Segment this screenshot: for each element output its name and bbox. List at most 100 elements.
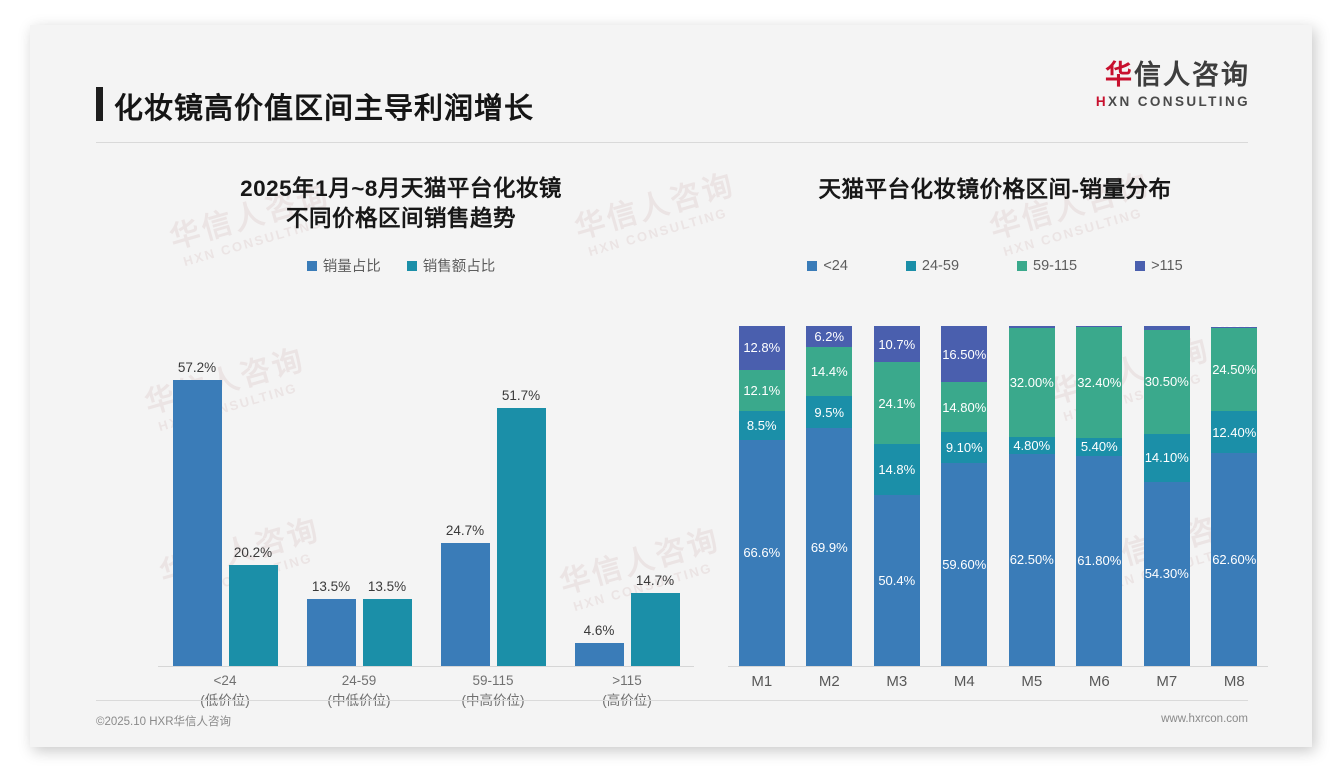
footer-copyright: ©2025.10 HXR华信人咨询 bbox=[96, 716, 232, 728]
stack-segment-label: 6.2% bbox=[814, 329, 845, 345]
bar-value-label: 13.5% bbox=[367, 578, 407, 594]
stack-segment[interactable]: 8.5% bbox=[738, 410, 785, 440]
stack-segment-label: 8.5% bbox=[746, 417, 777, 433]
legend-item[interactable]: 59-115 bbox=[1017, 258, 1077, 274]
stacked-bar[interactable]: 10.7% 24.1% 14.8% 50.4% bbox=[873, 326, 920, 666]
legend-swatch-icon bbox=[406, 260, 417, 271]
stack-segment-label: 14.10% bbox=[1144, 450, 1189, 466]
stack-segment-label: 54.30% bbox=[1144, 566, 1189, 582]
bar[interactable]: 20.2% bbox=[228, 545, 278, 666]
stack-segment[interactable]: 14.80% bbox=[941, 382, 988, 433]
left-chart-panel: 2025年1月~8月天猫平台化妆镜 不同价格区间销售趋势 销量占比 销售额占比 5… bbox=[96, 151, 706, 711]
stacked-bar[interactable]: 12.8% 12.1% 8.5% 66.6% bbox=[738, 326, 785, 666]
stacked-bar[interactable]: 0.60% 32.00% 4.80% 62.50% bbox=[1008, 326, 1055, 666]
stack-segment[interactable]: 9.10% bbox=[941, 432, 988, 464]
stack-segment[interactable]: 6.2% bbox=[806, 326, 853, 348]
bar[interactable]: 4.6% bbox=[574, 623, 624, 666]
x-axis-label: <24 (低价位) bbox=[158, 667, 292, 711]
logo-en-rest: XN CONSULTING bbox=[1108, 93, 1250, 109]
x-axis-label: M1 bbox=[751, 673, 773, 690]
stacked-bar-column: 10.7% 24.1% 14.8% 50.4% bbox=[863, 326, 931, 666]
stack-segment[interactable]: 9.5% bbox=[806, 396, 853, 429]
stack-segment[interactable]: 66.6% bbox=[738, 439, 785, 666]
legend-label: 销售额占比 bbox=[422, 259, 496, 276]
stack-segment-label: 62.50% bbox=[1009, 552, 1054, 568]
stack-segment[interactable]: 16.50% bbox=[941, 326, 988, 383]
legend-label: 销量占比 bbox=[322, 259, 381, 276]
stack-segment[interactable]: 4.80% bbox=[1008, 437, 1055, 454]
bar[interactable]: 13.5% bbox=[362, 579, 412, 666]
stack-segment-label: 9.10% bbox=[945, 440, 983, 456]
bar[interactable]: 51.7% bbox=[496, 388, 546, 666]
bar-value-label: 4.6% bbox=[583, 623, 615, 638]
stack-segment-label: 50.4% bbox=[878, 572, 916, 588]
bar-group: 57.2% 20.2% bbox=[158, 360, 292, 666]
x-axis-label-main: >115 bbox=[612, 673, 642, 688]
stacked-bar-column: 1.20% 30.50% 14.10% 54.30% bbox=[1133, 326, 1201, 666]
stack-segment[interactable]: 1.20% bbox=[1143, 326, 1190, 331]
stack-segment[interactable]: 0.30% bbox=[1076, 326, 1123, 328]
stack-segment[interactable]: 50.4% bbox=[873, 494, 920, 666]
stacked-bar-column: 16.50% 14.80% 9.10% 59.60% bbox=[931, 326, 999, 666]
bar-value-label: 14.7% bbox=[635, 572, 675, 588]
right-chart-plot: 12.8% 12.1% 8.5% 66.6% 6.2% 14.4% 9.5% 69.9% 10.… bbox=[710, 319, 1280, 711]
stack-segment-label: 69.9% bbox=[810, 539, 848, 555]
stacked-bar[interactable]: 0.30% 32.40% 5.40% 61.80% bbox=[1076, 326, 1123, 666]
stack-segment[interactable]: 5.40% bbox=[1076, 437, 1123, 456]
left-chart-plot: 57.2% 20.2% 13.5% 13.5% 24.7% 51.7% 4.6% 14.7% … bbox=[96, 319, 706, 711]
stack-segment-label: 0.30% bbox=[1081, 326, 1118, 328]
stacked-bar[interactable]: 6.2% 14.4% 9.5% 69.9% bbox=[806, 326, 853, 666]
bar[interactable]: 13.5% bbox=[306, 579, 356, 666]
stack-segment-label: 14.4% bbox=[810, 364, 848, 380]
stack-segment-label: 1.20% bbox=[1148, 326, 1185, 328]
x-axis-label-main: 24-59 bbox=[341, 673, 377, 688]
stack-segment[interactable]: 69.9% bbox=[806, 428, 853, 666]
bar[interactable]: 24.7% bbox=[440, 523, 490, 666]
legend-label: 59-115 bbox=[1033, 257, 1078, 274]
x-axis-label: M2 bbox=[818, 673, 840, 690]
stack-segment[interactable]: 12.1% bbox=[738, 369, 785, 411]
right-chart-legend: <24 24-59 59-115 >115 bbox=[710, 258, 1280, 274]
stack-segment[interactable]: 32.00% bbox=[1008, 328, 1055, 438]
legend-swatch-icon bbox=[1017, 260, 1028, 271]
page-title: 化妆镜高价值区间主导利润增长 bbox=[114, 93, 535, 125]
stack-segment[interactable]: 54.30% bbox=[1143, 481, 1190, 666]
logo-en-accent-char: H bbox=[1095, 93, 1109, 109]
bar[interactable]: 14.7% bbox=[630, 573, 680, 666]
stack-segment[interactable]: 12.8% bbox=[738, 326, 785, 370]
legend-item[interactable]: 24-59 bbox=[905, 258, 959, 274]
legend-item[interactable]: 销量占比 bbox=[306, 255, 381, 276]
stack-segment-label: 59.60% bbox=[942, 557, 987, 573]
stack-segment[interactable]: 61.80% bbox=[1076, 455, 1123, 666]
stack-segment[interactable]: 14.10% bbox=[1143, 433, 1190, 482]
logo-english: HXN CONSULTING bbox=[1096, 94, 1250, 109]
stack-segment[interactable]: 24.1% bbox=[873, 362, 920, 445]
x-axis-label: 24-59 (中低价位) bbox=[292, 667, 426, 711]
stack-segment[interactable]: 32.40% bbox=[1076, 327, 1123, 438]
stack-segment[interactable]: 30.50% bbox=[1143, 330, 1190, 434]
right-chart-title: 天猫平台化妆镜价格区间-销量分布 bbox=[710, 151, 1280, 205]
stack-segment[interactable]: 0.30% bbox=[1211, 326, 1258, 329]
stack-segment[interactable]: 12.40% bbox=[1211, 411, 1258, 454]
stack-segment[interactable]: 62.60% bbox=[1211, 453, 1258, 666]
left-chart-bars: 57.2% 20.2% 13.5% 13.5% 24.7% 51.7% 4.6% 14.7% bbox=[158, 360, 694, 666]
stack-segment[interactable]: 10.7% bbox=[873, 326, 920, 363]
legend-item[interactable]: <24 bbox=[807, 258, 848, 274]
bar[interactable]: 57.2% bbox=[172, 360, 222, 666]
stacked-bar-column: 0.60% 32.00% 4.80% 62.50% bbox=[998, 326, 1066, 666]
stack-segment[interactable]: 14.4% bbox=[806, 347, 853, 397]
stack-segment[interactable]: 14.8% bbox=[873, 444, 920, 495]
legend-item[interactable]: 销售额占比 bbox=[406, 255, 496, 276]
x-axis-label: M4 bbox=[953, 673, 975, 690]
legend-item[interactable]: >115 bbox=[1135, 258, 1183, 274]
right-chart-x-labels: M1 M2 M3 M4 M5 M6 M7 M8 bbox=[728, 667, 1268, 711]
slide-header: 化妆镜高价值区间主导利润增长 华信人咨询 HXN CONSULTING bbox=[30, 25, 1312, 143]
stack-segment[interactable]: 59.60% bbox=[941, 463, 988, 666]
stacked-bar[interactable]: 1.20% 30.50% 14.10% 54.30% bbox=[1143, 326, 1190, 666]
stack-segment[interactable]: 24.50% bbox=[1211, 327, 1258, 412]
x-axis-label: 59-115 (中高价位) bbox=[426, 667, 560, 711]
stacked-bar[interactable]: 0.30% 24.50% 12.40% 62.60% bbox=[1211, 326, 1258, 666]
stacked-bar[interactable]: 16.50% 14.80% 9.10% 59.60% bbox=[941, 326, 988, 666]
stack-segment[interactable]: 62.50% bbox=[1008, 453, 1055, 666]
stack-segment[interactable]: 0.60% bbox=[1008, 326, 1055, 329]
